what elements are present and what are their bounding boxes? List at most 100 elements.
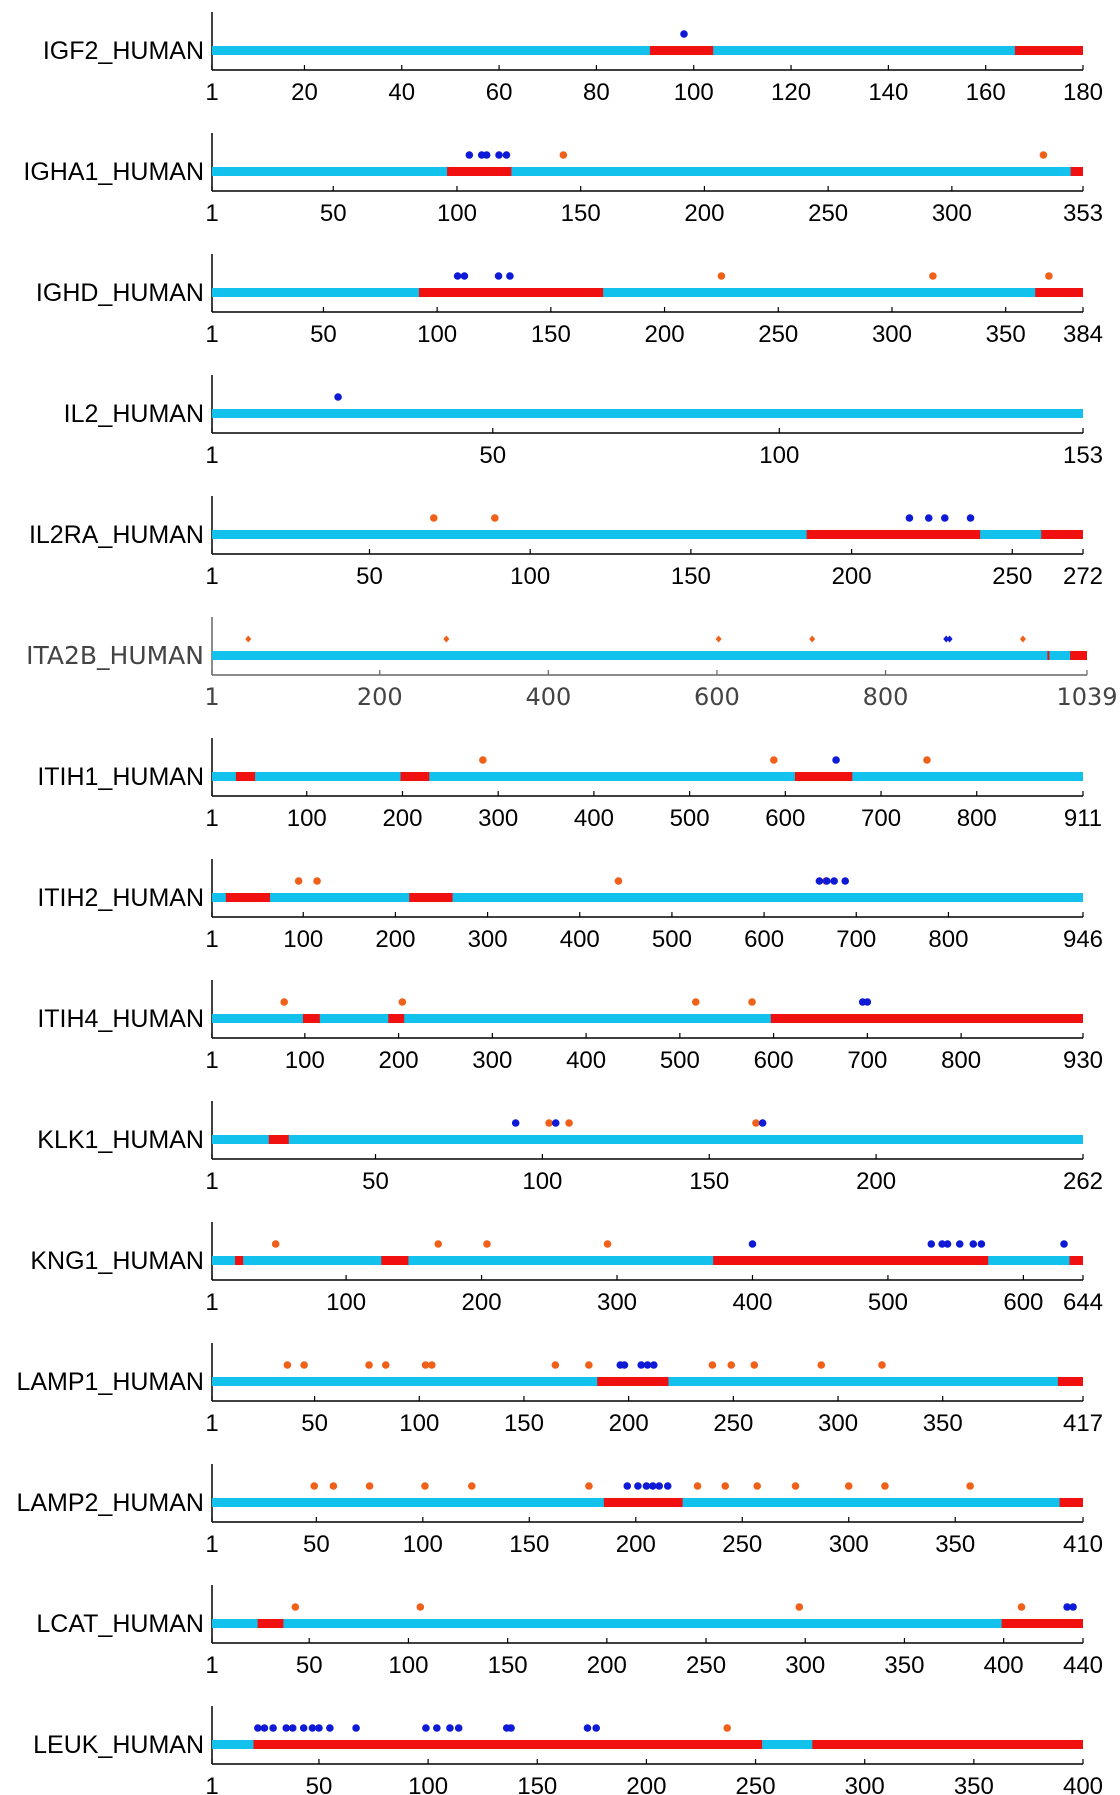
region-segment: [1070, 651, 1087, 660]
blue-site-marker: [955, 1240, 964, 1248]
blue-site-marker: [642, 1482, 651, 1490]
x-tick-label: 50: [296, 1652, 323, 1679]
x-tick-label: 1: [205, 1410, 218, 1437]
x-tick-label: 153: [1063, 442, 1103, 469]
x-tick-label: 200: [587, 1652, 627, 1679]
x-tick-label: 262: [1063, 1168, 1103, 1195]
x-tick-label: 80: [583, 79, 610, 106]
region-segment: [400, 772, 430, 781]
x-tick-label: 160: [966, 79, 1006, 106]
region-segment: [447, 167, 512, 176]
blue-site-marker: [315, 1724, 323, 1732]
x-tick-label: 600: [765, 805, 805, 832]
x-tick-label: 200: [609, 1410, 649, 1437]
blue-site-marker: [583, 1724, 592, 1732]
blue-site-marker: [326, 1724, 334, 1732]
blue-site-marker: [946, 635, 953, 643]
x-tick-label: 200: [856, 1168, 896, 1195]
x-tick-label: 40: [388, 79, 415, 106]
orange-site-marker: [603, 1240, 612, 1248]
blue-site-marker: [460, 272, 469, 280]
region-segment: [235, 1256, 244, 1265]
x-tick-label: 250: [808, 200, 848, 227]
orange-site-marker: [809, 635, 816, 643]
x-tick-label: 911: [1064, 805, 1102, 832]
x-tick-label: 440: [1063, 1652, 1103, 1679]
x-tick-label: 50: [303, 1531, 330, 1558]
blue-site-marker: [506, 272, 514, 280]
blue-site-marker: [748, 1240, 757, 1248]
region-segment: [388, 1014, 405, 1023]
region-segment: [649, 46, 714, 55]
blue-site-marker: [1063, 1603, 1071, 1611]
protein-name-label: LCAT_HUMAN: [36, 1610, 204, 1638]
sequence-bar: [212, 1256, 1083, 1265]
x-tick-label: 1: [205, 563, 218, 590]
x-tick-label: 300: [829, 1531, 869, 1558]
x-tick-label: 300: [472, 1047, 512, 1074]
protein-track: 1 100 200 300 400 500 600 700 800 911 ITIH1_HUMAN: [37, 738, 1102, 832]
protein-name-label: ITIH1_HUMAN: [37, 763, 204, 791]
protein-name-label: ITA2B_HUMAN: [26, 641, 204, 670]
orange-site-marker: [1039, 151, 1048, 159]
x-tick-label: 1: [205, 1047, 218, 1074]
orange-site-marker: [421, 1482, 429, 1490]
x-tick-label: 50: [310, 321, 337, 348]
x-tick-label: 500: [660, 1047, 700, 1074]
x-tick-label: 400: [574, 805, 614, 832]
blue-site-marker: [446, 1724, 454, 1732]
x-tick-label: 384: [1063, 321, 1103, 348]
x-tick-label: 350: [884, 1652, 924, 1679]
region-segment: [225, 893, 271, 902]
orange-site-marker: [428, 1361, 436, 1369]
x-tick-label: 1: [205, 805, 218, 832]
orange-site-marker: [929, 272, 937, 280]
orange-site-marker: [491, 514, 499, 522]
orange-site-marker: [559, 151, 568, 159]
region-segment: [597, 1377, 669, 1386]
x-tick-label: 100: [287, 805, 327, 832]
x-tick-label: 150: [504, 1410, 544, 1437]
x-tick-label: 250: [722, 1531, 762, 1558]
orange-site-marker: [585, 1361, 593, 1369]
x-tick-label: 350: [935, 1531, 975, 1558]
x-tick-label: 100: [283, 926, 323, 953]
blue-site-marker: [308, 1724, 317, 1732]
blue-site-marker: [822, 877, 831, 885]
blue-site-marker: [260, 1724, 269, 1732]
x-tick-label: 1: [205, 1652, 218, 1679]
orange-site-marker: [721, 1482, 730, 1490]
x-tick-label: 100: [388, 1652, 428, 1679]
orange-site-marker: [770, 756, 778, 764]
x-tick-label: 150: [509, 1531, 549, 1558]
x-tick-label: 400: [1063, 1773, 1103, 1795]
blue-site-marker: [1060, 1240, 1068, 1248]
x-tick-label: 250: [758, 321, 798, 348]
orange-site-marker: [614, 877, 623, 885]
x-tick-label: 100: [522, 1168, 562, 1195]
blue-site-marker: [299, 1724, 308, 1732]
x-tick-label: 400: [525, 683, 571, 711]
blue-site-marker: [943, 635, 950, 643]
orange-site-marker: [748, 998, 756, 1006]
region-segment: [1069, 1256, 1083, 1265]
x-tick-label: 350: [923, 1410, 963, 1437]
orange-site-marker: [817, 1361, 826, 1369]
orange-site-marker: [966, 1482, 974, 1490]
orange-site-marker: [313, 877, 321, 885]
orange-site-marker: [421, 1361, 430, 1369]
protein-name-label: KLK1_HUMAN: [37, 1126, 204, 1154]
orange-site-marker: [923, 756, 931, 764]
orange-site-marker: [708, 1361, 717, 1369]
protein-name-label: LAMP2_HUMAN: [16, 1489, 204, 1517]
x-tick-label: 150: [671, 563, 711, 590]
x-tick-label: 400: [732, 1289, 772, 1316]
orange-site-marker: [329, 1482, 338, 1490]
x-tick-label: 150: [517, 1773, 557, 1795]
protein-name-label: IGHD_HUMAN: [36, 279, 204, 307]
